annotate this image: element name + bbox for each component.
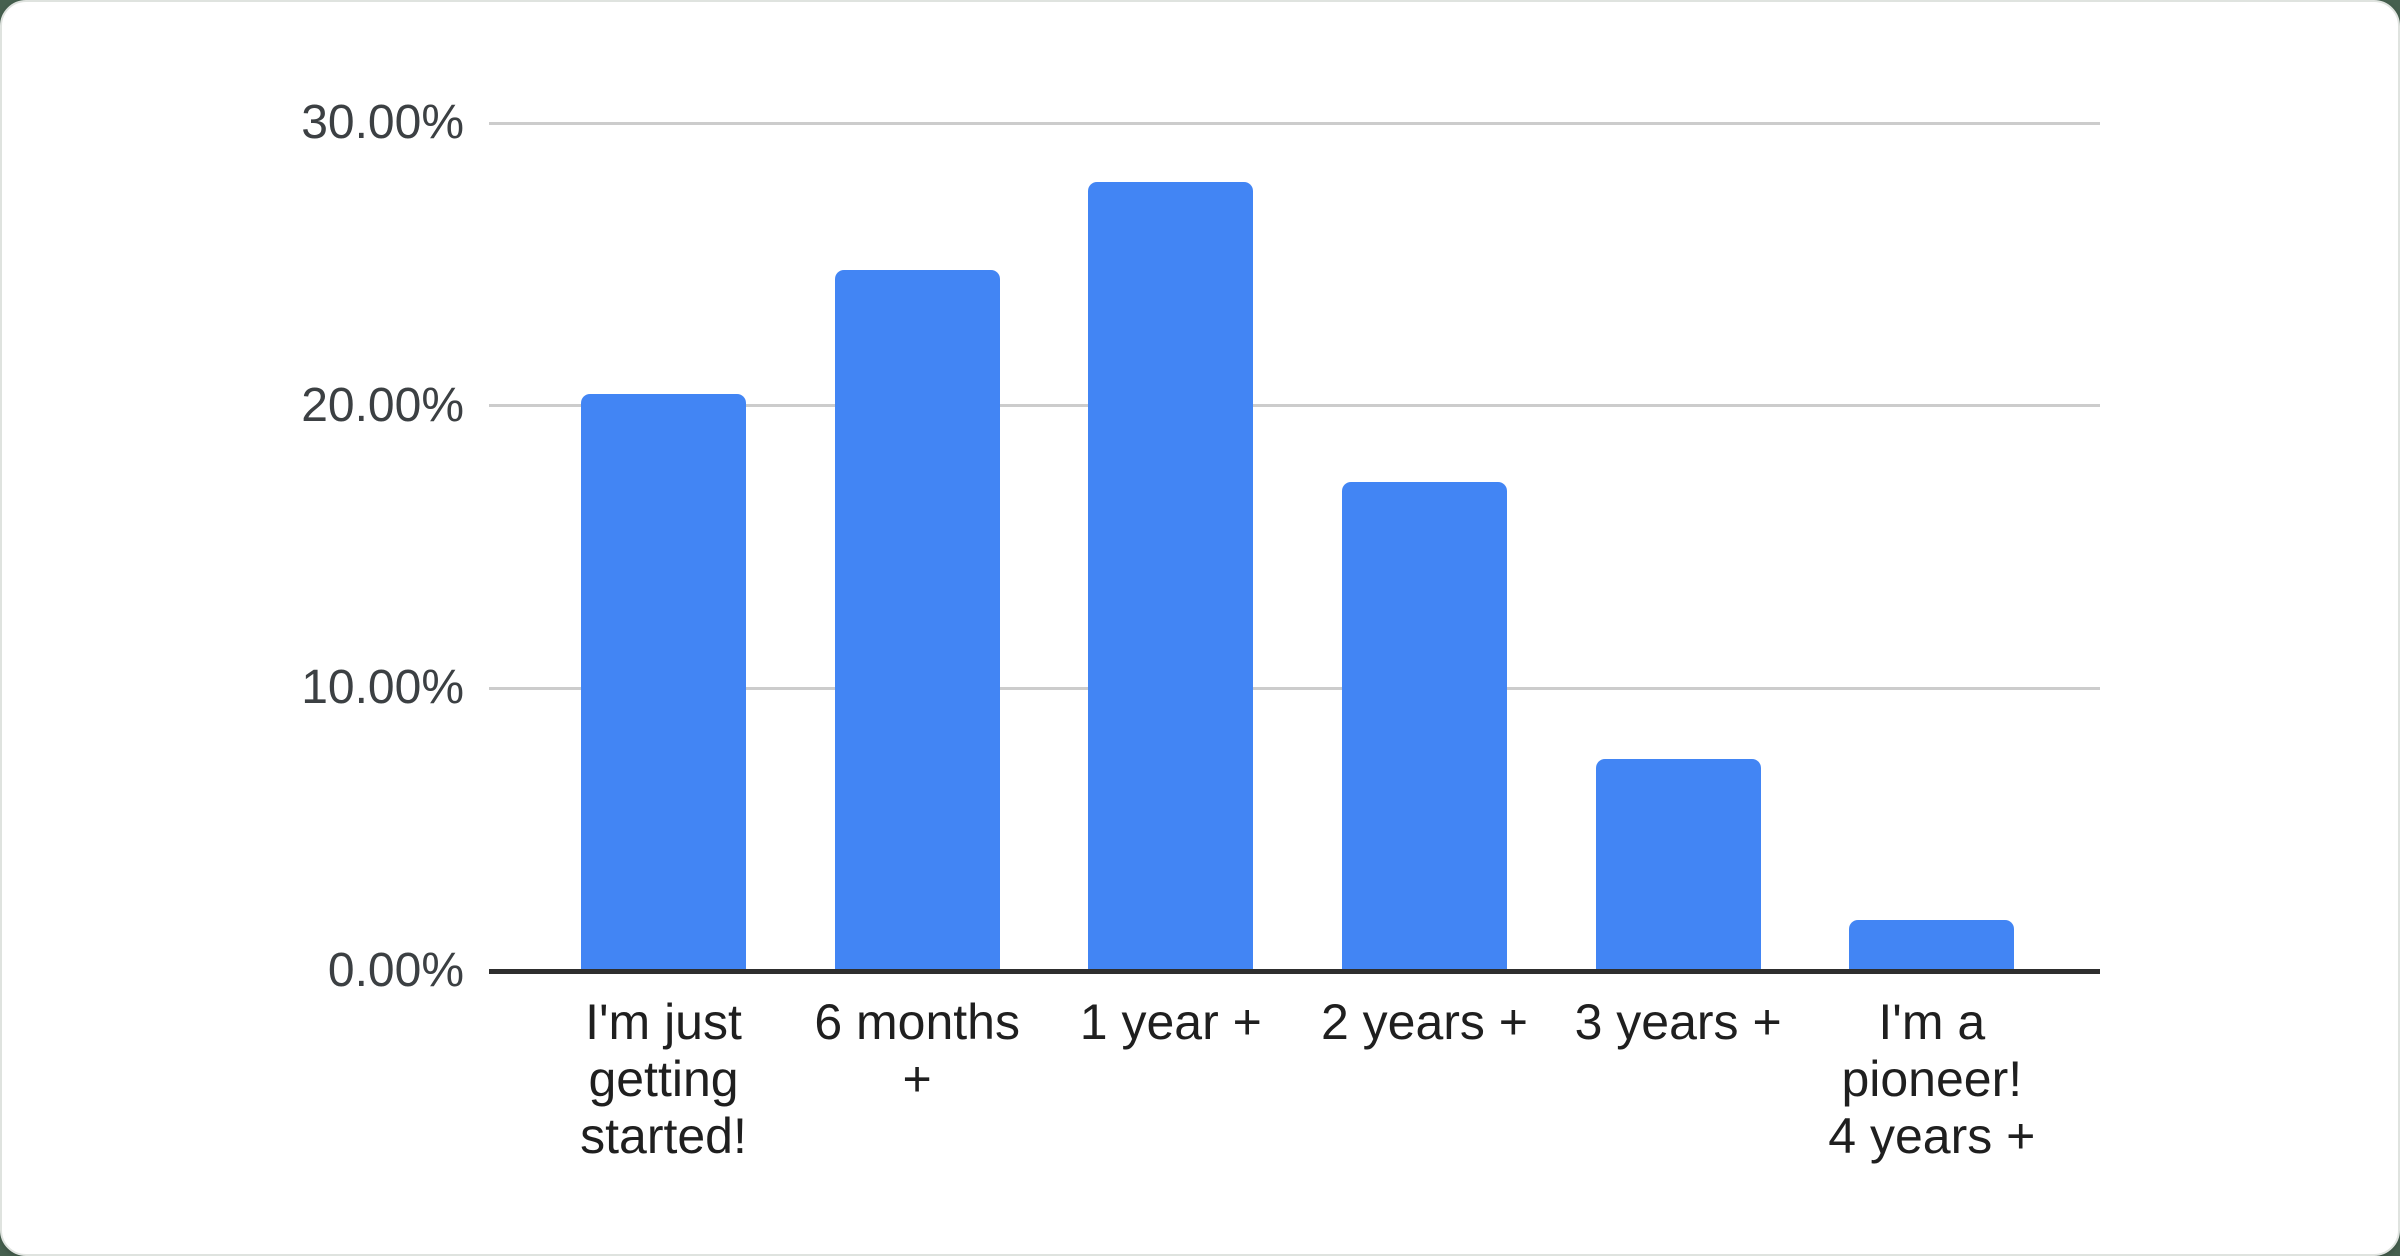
y-axis-tick-label: 30.00%: [301, 96, 464, 149]
y-axis-tick-label: 20.00%: [301, 378, 464, 432]
gridline-10.00%: [489, 686, 2100, 690]
x-axis-category-label: 3 years +: [1574, 994, 1782, 1050]
x-axis-category-label: 1 year +: [1079, 994, 1262, 1050]
x-axis-category-label: 2 years +: [1320, 994, 1528, 1050]
bar-2[interactable]: [834, 269, 1000, 971]
y-axis-tick-label: 10.00%: [301, 661, 464, 715]
gridline-20.00%: [489, 404, 2100, 408]
bar-6[interactable]: [1849, 920, 2015, 971]
x-axis-category-label: 6 months +: [814, 994, 1020, 1107]
x-axis-category-label: I'm just getting started!: [580, 994, 747, 1164]
x-axis-baseline: [489, 968, 2100, 974]
bar-4[interactable]: [1341, 481, 1507, 971]
x-axis-category-label: I'm a pioneer! 4 years +: [1828, 994, 2036, 1164]
y-axis-tick-label: 0.00%: [327, 944, 464, 997]
bar-3[interactable]: [1088, 182, 1254, 971]
bar-1[interactable]: [581, 394, 746, 971]
bar-5[interactable]: [1595, 759, 1761, 971]
gridline-30.00%: [489, 121, 2100, 125]
